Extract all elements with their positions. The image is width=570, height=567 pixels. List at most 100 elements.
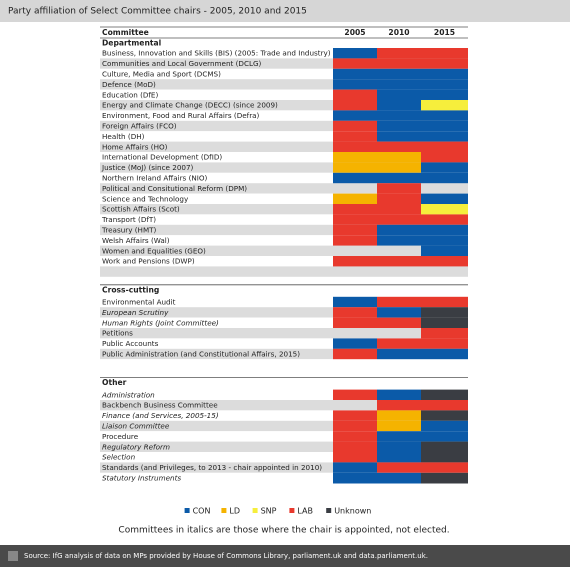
row-bg xyxy=(100,328,468,339)
row-label: Backbench Business Committee xyxy=(102,401,218,410)
party-cell xyxy=(421,58,468,70)
row-label: Communities and Local Government (DCLG) xyxy=(102,59,262,68)
party-cell xyxy=(333,79,377,90)
party-cell xyxy=(377,89,421,101)
party-cell xyxy=(333,131,377,142)
party-cell xyxy=(333,452,377,463)
party-cell xyxy=(333,441,377,453)
party-cell xyxy=(421,235,468,246)
source: Source: IfG analysis of data on MPs prov… xyxy=(24,552,428,560)
party-cell xyxy=(333,410,377,422)
row-label: International Development (DfID) xyxy=(102,153,222,162)
party-cell xyxy=(421,400,468,411)
row-bg xyxy=(100,431,468,442)
party-cell xyxy=(377,235,421,246)
party-cell xyxy=(421,193,468,205)
row-bg xyxy=(100,389,468,400)
party-cell xyxy=(333,472,377,484)
party-cell xyxy=(421,317,468,329)
party-cell xyxy=(377,317,421,329)
party-cell xyxy=(421,152,468,163)
row-label: Education (DfE) xyxy=(102,90,158,99)
party-cell xyxy=(421,48,468,59)
party-cell xyxy=(421,214,468,226)
row-bg xyxy=(100,245,468,256)
party-cell xyxy=(421,68,468,80)
party-cell xyxy=(377,472,421,484)
party-cell xyxy=(377,420,421,432)
party-cell xyxy=(377,100,421,111)
party-cell xyxy=(333,256,377,267)
party-cell xyxy=(333,48,377,59)
row-bg xyxy=(100,89,468,100)
row-bg xyxy=(100,162,468,173)
party-cell xyxy=(377,79,421,90)
party-cell xyxy=(333,193,377,205)
row-bg xyxy=(100,307,468,318)
party-cell xyxy=(421,389,468,401)
legend-label: LD xyxy=(229,507,240,516)
row-label: Environment, Food and Rural Affairs (Def… xyxy=(102,111,260,120)
party-cell xyxy=(333,235,377,246)
party-cell xyxy=(421,338,468,350)
party-cell xyxy=(333,152,377,163)
row-label: Culture, Media and Sport (DCMS) xyxy=(102,70,221,79)
row-label: Human Rights (Joint Committee) xyxy=(102,318,219,327)
party-cell xyxy=(377,68,421,80)
party-cell xyxy=(333,214,377,226)
row-label: Political and Consitutional Reform (DPM) xyxy=(102,184,247,193)
row-label: Work and Pensions (DWP) xyxy=(102,257,195,266)
row-bg xyxy=(100,338,468,349)
party-cell xyxy=(333,307,377,318)
party-cell xyxy=(377,162,421,174)
party-cell xyxy=(377,183,421,194)
party-cell xyxy=(377,307,421,318)
legend-label: SNP xyxy=(261,507,277,516)
party-cell xyxy=(421,204,468,215)
party-cell xyxy=(377,58,421,70)
row-bg xyxy=(100,235,468,246)
row-bg xyxy=(100,359,468,370)
row-label: Women and Equalities (GEO) xyxy=(102,246,206,255)
party-cell xyxy=(421,131,468,142)
column-header: Committee xyxy=(102,28,149,37)
legend-label: Unknown xyxy=(334,507,371,516)
party-cell xyxy=(377,48,421,59)
party-cell xyxy=(333,172,377,184)
row-bg xyxy=(100,214,468,225)
party-cell xyxy=(421,79,468,90)
row-label: Northern Ireland Affairs (NIO) xyxy=(102,174,208,183)
party-cell xyxy=(333,389,377,401)
party-cell xyxy=(377,131,421,142)
legend-swatch xyxy=(221,508,227,513)
party-cell xyxy=(421,462,468,474)
party-cell xyxy=(421,472,468,484)
party-cell xyxy=(421,100,468,111)
legend-swatch xyxy=(289,508,295,513)
party-cell xyxy=(333,348,377,360)
legend-label: CON xyxy=(193,507,211,516)
row-label: Procedure xyxy=(102,432,139,441)
column-header: 2005 xyxy=(344,28,365,37)
party-cell xyxy=(333,224,377,236)
row-label: Statutory Instruments xyxy=(102,474,181,483)
row-bg xyxy=(100,100,468,111)
row-label: Justice (MoJ) (since 2007) xyxy=(101,163,194,172)
row-label: Regulatory Reform xyxy=(102,442,170,451)
section-header: Cross-cutting xyxy=(102,285,159,294)
party-cell xyxy=(377,462,421,474)
party-cell xyxy=(377,452,421,463)
party-cell xyxy=(421,256,468,267)
party-cell xyxy=(333,204,377,215)
row-bg xyxy=(100,120,468,132)
row-label: Treasury (HMT) xyxy=(101,226,157,235)
legend-swatch xyxy=(326,508,332,513)
party-cell xyxy=(333,431,377,442)
row-bg xyxy=(100,152,468,163)
title: Party affiliation of Select Committee ch… xyxy=(8,7,307,17)
row-label: Public Accounts xyxy=(102,339,159,348)
party-cell xyxy=(333,110,377,122)
row-label: Administration xyxy=(101,390,155,399)
row-bg xyxy=(100,400,468,411)
row-label: Public Administration (and Constitutiona… xyxy=(102,350,300,359)
